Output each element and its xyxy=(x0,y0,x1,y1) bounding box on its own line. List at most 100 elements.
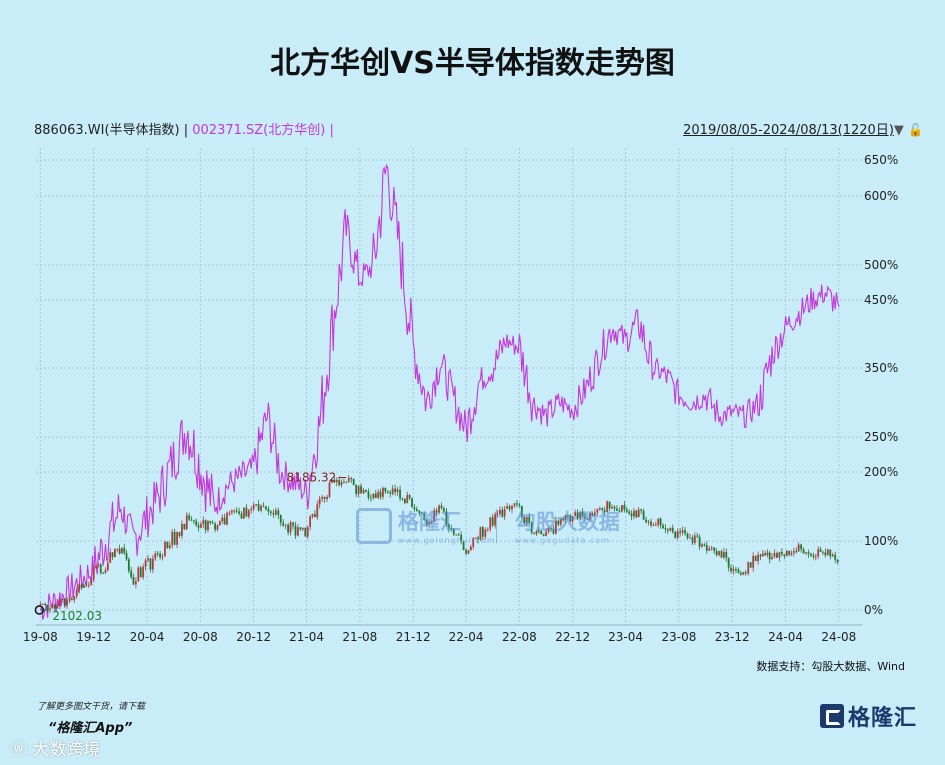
index-candle-body xyxy=(156,553,159,555)
date-range-selector[interactable]: 2019/08/05-2024/08/13(1220日)▼ 🔓 xyxy=(683,119,923,138)
index-candle-body xyxy=(703,544,706,546)
index-candle-body xyxy=(785,550,788,556)
index-candle-body xyxy=(56,605,59,609)
index-candle-body xyxy=(209,520,212,523)
index-candle-body xyxy=(584,516,586,519)
index-candle-body xyxy=(445,511,448,524)
index-candle-body xyxy=(472,538,475,547)
triangle-down-icon[interactable]: ▼ xyxy=(893,123,904,138)
index-candle-body xyxy=(328,482,331,497)
index-candle-body xyxy=(123,547,126,554)
index-candle-body xyxy=(99,564,102,573)
index-candle-body xyxy=(406,495,409,504)
index-candle-body xyxy=(630,513,633,517)
index-candle-body xyxy=(831,554,834,557)
index-candle-body xyxy=(701,544,703,547)
legend-separator-end: | xyxy=(325,123,334,138)
index-candle-body xyxy=(423,513,426,521)
index-candle-body xyxy=(207,520,209,530)
index-candle-body xyxy=(802,549,805,554)
index-candle-body xyxy=(805,552,807,554)
footer-app-name[interactable]: “格隆汇App” xyxy=(48,721,133,736)
index-candle-body xyxy=(613,506,616,509)
index-candle-body xyxy=(355,485,358,494)
index-candle-body xyxy=(102,572,105,574)
data-source: 数据支持：勾股大数据、Wind xyxy=(756,660,905,673)
index-candle-body xyxy=(190,519,193,521)
index-candle-body xyxy=(243,507,245,519)
index-candle-body xyxy=(498,509,501,514)
index-candle-body xyxy=(635,510,638,518)
index-candle-body xyxy=(567,515,569,517)
index-candle-body xyxy=(331,479,333,483)
index-candle-body xyxy=(61,598,64,600)
index-candle-body xyxy=(73,596,76,601)
legend-series-index[interactable]: 886063.WI(半导体指数) xyxy=(34,123,180,138)
index-candle-body xyxy=(301,528,304,530)
index-candle-body xyxy=(374,493,377,498)
index-candle-body xyxy=(792,551,795,553)
index-candle-body xyxy=(749,562,752,568)
index-candle-body xyxy=(513,503,516,506)
index-candle-body xyxy=(469,546,472,551)
index-candle-body xyxy=(420,513,423,515)
index-candle-body xyxy=(720,551,723,558)
date-range-text[interactable]: 2019/08/05-2024/08/13(1220日) xyxy=(683,123,894,138)
index-candle-body xyxy=(807,552,810,554)
index-candle-body xyxy=(147,558,149,561)
index-candle-body xyxy=(742,572,745,575)
index-candle-body xyxy=(537,530,540,532)
footer-logo-text: 格隆汇 xyxy=(847,706,917,731)
footer-logo[interactable]: 格隆汇 xyxy=(819,700,917,732)
index-candle-body xyxy=(151,558,154,570)
index-candle-body xyxy=(78,584,81,591)
index-candle-body xyxy=(54,604,56,609)
legend-series-stock[interactable]: 002371.SZ(北方华创) xyxy=(192,123,326,138)
index-candle-body xyxy=(574,512,577,517)
index-candle-body xyxy=(589,513,591,520)
index-candle-body xyxy=(106,562,109,571)
index-candle-body xyxy=(200,523,202,528)
index-candle-body xyxy=(272,512,275,515)
index-candle-body xyxy=(761,553,764,557)
index-candle-body xyxy=(559,518,562,525)
index-candle-body xyxy=(696,535,699,537)
index-candle-body xyxy=(425,520,428,525)
series-line-stock xyxy=(39,163,840,620)
index-candle-body xyxy=(747,562,750,574)
index-candle-body xyxy=(752,555,755,568)
x-tick-label: 20-04 xyxy=(130,630,165,644)
index-candle-body xyxy=(377,491,380,498)
index-candle-body xyxy=(545,531,547,536)
index-candle-body xyxy=(725,552,728,558)
index-candle-body xyxy=(289,522,292,533)
index-candle-body xyxy=(316,504,319,518)
index-candle-body xyxy=(433,510,436,522)
index-candle-body xyxy=(343,482,345,484)
index-candle-body xyxy=(530,522,533,533)
index-candle-body xyxy=(125,553,128,560)
index-candle-body xyxy=(233,510,236,512)
index-candle-body xyxy=(523,516,526,524)
index-candle-body xyxy=(652,524,655,526)
index-candle-body xyxy=(166,541,169,549)
index-candle-body xyxy=(309,516,312,527)
index-candle-body xyxy=(282,522,285,526)
index-candle-body xyxy=(379,491,382,497)
index-candle-body xyxy=(46,605,49,610)
index-candle-body xyxy=(226,512,228,525)
index-candle-body xyxy=(593,512,596,516)
index-candle-body xyxy=(195,520,198,526)
index-candle-body xyxy=(768,552,771,560)
index-candle-body xyxy=(647,521,650,523)
index-candle-body xyxy=(705,545,708,551)
index-candle-body xyxy=(413,507,416,509)
index-candle-body xyxy=(506,506,508,509)
index-candle-body xyxy=(287,524,290,533)
index-candle-body xyxy=(666,529,669,531)
index-candle-body xyxy=(255,504,258,506)
unlock-icon[interactable]: 🔓 xyxy=(908,123,923,137)
index-candle-body xyxy=(795,551,798,553)
index-candle-body xyxy=(829,549,832,557)
